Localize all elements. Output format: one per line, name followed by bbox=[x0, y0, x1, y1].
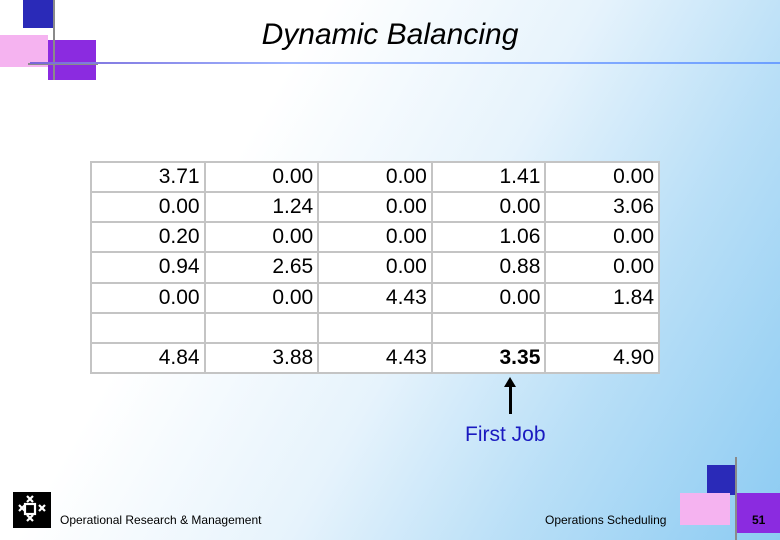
table-row-totals: 4.84 3.88 4.43 3.35 4.90 bbox=[90, 341, 660, 375]
deco-line-vertical-bottom bbox=[735, 457, 737, 540]
table-cell: 0.00 bbox=[544, 251, 660, 284]
slide-title: Dynamic Balancing bbox=[261, 18, 519, 51]
arrow-shaft bbox=[509, 385, 512, 414]
table-cell: 0.00 bbox=[203, 221, 320, 254]
table-cell: 0.00 bbox=[317, 221, 433, 254]
table-cell: 0.00 bbox=[544, 160, 660, 194]
table-cell: 4.43 bbox=[317, 281, 433, 314]
first-job-label: First Job bbox=[465, 423, 546, 446]
table-cell-empty bbox=[90, 311, 206, 344]
university-logo-icon bbox=[13, 492, 51, 528]
table-row: 0.20 0.00 0.00 1.06 0.00 bbox=[90, 221, 660, 254]
table-cell: 0.00 bbox=[430, 191, 547, 224]
table-cell: 0.94 bbox=[90, 251, 206, 284]
table-cell: 3.06 bbox=[544, 191, 660, 224]
table-cell: 0.88 bbox=[430, 251, 547, 284]
total-cell: 4.43 bbox=[317, 341, 433, 375]
table-cell: 0.00 bbox=[317, 191, 433, 224]
table-cell: 0.00 bbox=[317, 251, 433, 284]
table-row: 0.94 2.65 0.00 0.88 0.00 bbox=[90, 251, 660, 284]
total-cell: 4.84 bbox=[90, 341, 206, 375]
table-cell: 1.06 bbox=[430, 221, 547, 254]
table-cell-empty bbox=[203, 311, 320, 344]
table-cell: 0.00 bbox=[203, 281, 320, 314]
table-cell: 1.84 bbox=[544, 281, 660, 314]
table-cell: 0.00 bbox=[90, 191, 206, 224]
table-row-empty bbox=[90, 311, 660, 344]
table-cell-empty bbox=[430, 311, 547, 344]
table-row: 0.00 1.24 0.00 0.00 3.06 bbox=[90, 191, 660, 224]
table-cell: 0.20 bbox=[90, 221, 206, 254]
deco-square-pink-bottom bbox=[680, 493, 730, 525]
balancing-table: 3.71 0.00 0.00 1.41 0.00 0.00 1.24 0.00 … bbox=[90, 160, 660, 375]
table-cell-empty bbox=[317, 311, 433, 344]
table-cell-empty bbox=[544, 311, 660, 344]
table-row: 3.71 0.00 0.00 1.41 0.00 bbox=[90, 160, 660, 194]
total-cell: 4.90 bbox=[544, 341, 660, 375]
total-cell: 3.88 bbox=[203, 341, 320, 375]
table-cell: 1.41 bbox=[430, 160, 547, 194]
deco-square-blue-top bbox=[23, 0, 55, 28]
table-cell: 3.71 bbox=[90, 160, 206, 194]
table-cell: 0.00 bbox=[203, 160, 320, 194]
table-cell: 0.00 bbox=[430, 281, 547, 314]
footer-course: Operations Scheduling bbox=[545, 513, 667, 527]
deco-square-purple-top bbox=[48, 40, 96, 80]
deco-square-pink-top bbox=[0, 35, 48, 67]
table-cell: 0.00 bbox=[90, 281, 206, 314]
table-cell: 1.24 bbox=[203, 191, 320, 224]
page-number: 51 bbox=[752, 513, 766, 527]
table-cell: 0.00 bbox=[544, 221, 660, 254]
deco-square-blue-bottom bbox=[707, 465, 737, 495]
arrow-up-icon bbox=[504, 377, 516, 387]
deco-square-purple-bottom bbox=[737, 493, 780, 533]
deco-line-horizontal-top bbox=[28, 63, 98, 65]
table-cell: 2.65 bbox=[203, 251, 320, 284]
table-cell: 0.00 bbox=[317, 160, 433, 194]
title-underline bbox=[30, 62, 780, 64]
footer-department: Operational Research & Management bbox=[60, 513, 262, 527]
deco-line-vertical-top bbox=[53, 0, 55, 80]
table-row: 0.00 0.00 4.43 0.00 1.84 bbox=[90, 281, 660, 314]
total-cell-highlighted: 3.35 bbox=[430, 341, 547, 375]
